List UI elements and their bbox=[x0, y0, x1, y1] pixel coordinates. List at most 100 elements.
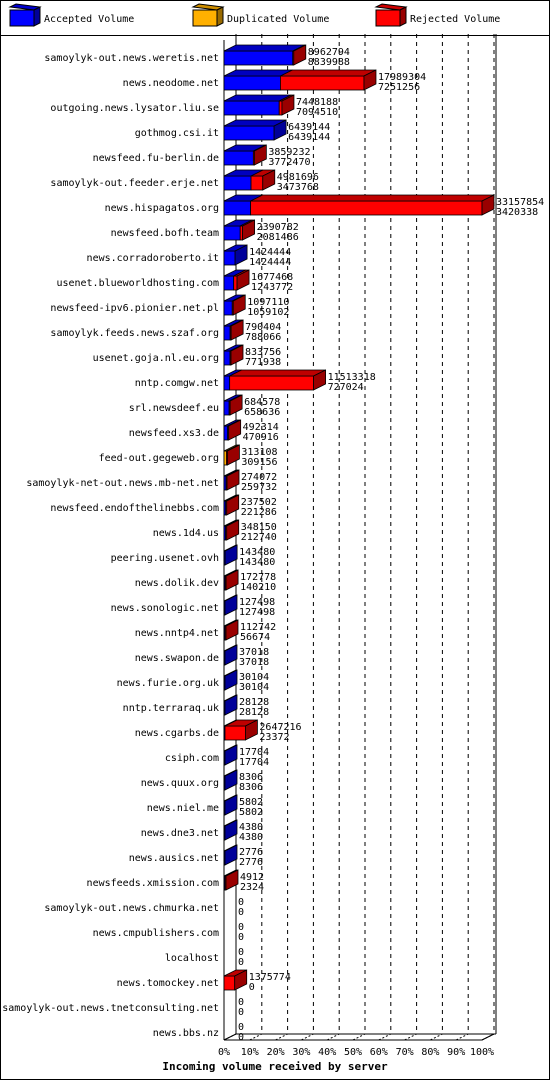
value-label: 492314 bbox=[243, 422, 279, 433]
y-tick-label: news.swapon.de bbox=[135, 653, 219, 664]
y-tick-label: newsfeeds.xmission.com bbox=[87, 878, 219, 889]
value-label: 833756 bbox=[245, 347, 281, 358]
bar-segment bbox=[223, 44, 305, 66]
legend-label: Accepted Volume bbox=[44, 14, 134, 25]
value-label: 30104 bbox=[239, 682, 269, 693]
y-tick-label: news.cmpublishers.com bbox=[93, 928, 219, 939]
value-label: 1097110 bbox=[247, 297, 289, 308]
value-label: 127498 bbox=[239, 607, 275, 618]
value-label: 2390782 bbox=[257, 222, 299, 233]
y-tick-label: news.dolik.dev bbox=[135, 578, 219, 589]
bar-face bbox=[223, 325, 231, 341]
value-label: 37018 bbox=[239, 647, 269, 658]
x-tick-label: 10% bbox=[241, 1047, 259, 1058]
y-tick-label: newsfeed.endofthelinebbs.com bbox=[50, 503, 219, 514]
bar-face bbox=[223, 44, 305, 52]
value-label: 33157854 bbox=[496, 197, 544, 208]
y-tick-label: news.cgarbs.de bbox=[135, 728, 219, 739]
bar-side bbox=[273, 119, 287, 141]
value-label: 8306 bbox=[239, 782, 263, 793]
value-label: 0 bbox=[238, 922, 244, 933]
value-label: 6439144 bbox=[288, 122, 330, 133]
bar-segment bbox=[223, 144, 266, 166]
value-label: 30104 bbox=[239, 672, 269, 683]
axis-line bbox=[481, 1033, 495, 1041]
value-label: 5802 bbox=[239, 807, 263, 818]
bar-face bbox=[223, 150, 254, 166]
legend-swatch bbox=[216, 6, 224, 27]
y-tick-label: peering.usenet.ovh bbox=[111, 553, 219, 564]
y-tick-label: usenet.blueworldhosting.com bbox=[56, 278, 219, 289]
bar-face bbox=[250, 200, 483, 216]
bar-face bbox=[223, 50, 294, 66]
bar-side bbox=[224, 769, 238, 791]
x-tick-label: 100% bbox=[470, 1047, 494, 1058]
value-label: 0 bbox=[238, 897, 244, 908]
value-label: 0 bbox=[238, 932, 244, 943]
y-tick-label: samoylyk-out.feeder.erje.net bbox=[50, 178, 219, 189]
bar-segment bbox=[250, 194, 495, 216]
bar-side bbox=[232, 294, 246, 316]
bar-side bbox=[226, 469, 240, 491]
y-tick-label: news.neodome.net bbox=[123, 78, 219, 89]
bar-side bbox=[242, 219, 256, 241]
value-label: 3420338 bbox=[496, 207, 538, 218]
value-label: 143480 bbox=[239, 557, 275, 568]
bar-side bbox=[230, 344, 244, 366]
bar-face bbox=[223, 200, 252, 216]
legend-swatch bbox=[33, 6, 41, 27]
legend-swatch bbox=[399, 6, 407, 27]
y-tick-label: news.sonologic.net bbox=[111, 603, 219, 614]
value-label: 4380 bbox=[239, 822, 263, 833]
y-tick-label: newsfeed.bofh.team bbox=[111, 228, 219, 239]
x-tick-label: 70% bbox=[396, 1047, 414, 1058]
x-tick-label: 90% bbox=[447, 1047, 465, 1058]
value-label: 23372 bbox=[259, 732, 289, 743]
y-tick-label: srl.newsdeef.eu bbox=[129, 403, 219, 414]
y-tick-label: feed-out.gegeweb.org bbox=[99, 453, 219, 464]
value-label: 771938 bbox=[245, 357, 281, 368]
bar-side bbox=[234, 969, 248, 991]
value-label: 140210 bbox=[240, 582, 276, 593]
value-label: 1059102 bbox=[247, 307, 289, 318]
legend-swatch bbox=[9, 9, 35, 27]
value-label: 309156 bbox=[241, 457, 277, 468]
bar-face bbox=[223, 250, 236, 266]
value-label: 658636 bbox=[244, 407, 280, 418]
value-label: 8306 bbox=[239, 772, 263, 783]
bar-side bbox=[313, 369, 326, 391]
y-tick-label: localhost bbox=[165, 953, 219, 964]
y-tick-label: news.1d4.us bbox=[153, 528, 219, 539]
value-label: 0 bbox=[238, 1032, 244, 1043]
bar-segment bbox=[280, 69, 377, 91]
y-tick-label: samoylyk-out.news.weretis.net bbox=[44, 53, 219, 64]
value-label: 3772470 bbox=[268, 157, 310, 168]
value-label: 112742 bbox=[240, 622, 276, 633]
value-label: 0 bbox=[238, 907, 244, 918]
value-label: 790404 bbox=[245, 322, 281, 333]
value-label: 6439144 bbox=[288, 132, 330, 143]
bar-face bbox=[224, 725, 246, 741]
bar-face bbox=[223, 300, 233, 316]
y-tick-label: newsfeed-ipv6.pionier.net.pl bbox=[50, 303, 219, 314]
axis-line bbox=[223, 1033, 237, 1041]
bar-face bbox=[223, 225, 241, 241]
bar-side bbox=[481, 194, 495, 216]
bar-segment bbox=[229, 369, 326, 391]
bar-side bbox=[226, 519, 240, 541]
bar-side bbox=[224, 819, 238, 841]
bar-side bbox=[224, 669, 238, 691]
value-label: 259732 bbox=[241, 482, 277, 493]
bar-side bbox=[293, 44, 307, 66]
bar-side bbox=[224, 794, 238, 816]
bar-segment bbox=[223, 69, 293, 91]
value-label: 4912 bbox=[240, 872, 264, 883]
value-label: 4981696 bbox=[277, 172, 319, 183]
value-label: 8962794 bbox=[308, 47, 350, 58]
bar-side bbox=[225, 619, 239, 641]
bar-side bbox=[230, 319, 244, 341]
legend-label: Rejected Volume bbox=[410, 14, 500, 25]
y-tick-label: newsfeed.fu-berlin.de bbox=[93, 153, 219, 164]
legend-label: Duplicated Volume bbox=[227, 14, 329, 25]
value-label: 17704 bbox=[239, 747, 269, 758]
